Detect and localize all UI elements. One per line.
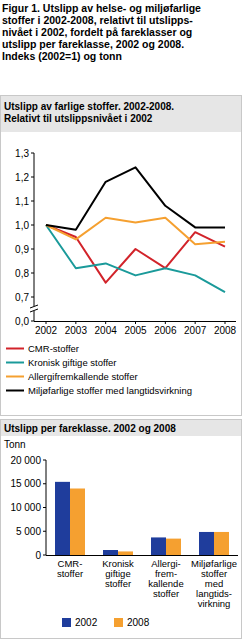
legend-label: CMR-stoffer (28, 343, 79, 354)
y-tick-label: 5 000 (16, 526, 41, 537)
bar (151, 537, 166, 555)
panel-header (1, 420, 241, 436)
x-axis (46, 555, 238, 556)
chart-title: Utslipp av farlige stoffer. 2002-2008.Re… (4, 101, 174, 124)
x-tick-label: Miljøfarligestoffermedlangtids-virkning (191, 558, 237, 609)
bar (70, 489, 85, 556)
figure-title-line: utslipp per fareklasse, 2002 og 2008. (2, 38, 184, 50)
chart-title: Utslipp per fareklasse. 2002 og 2008 (4, 423, 176, 434)
bar-chart: Utslipp per fareklasse. 2002 og 2008 Tonn… (1, 420, 242, 639)
bar (199, 532, 214, 555)
x-tick-label: Kroniskgiftigestoffer (102, 558, 134, 589)
y-tick-label: 1,0 (15, 220, 29, 231)
background (0, 0, 242, 639)
x-tick (135, 321, 136, 324)
legend-label: Kronisk giftige stoffer (28, 357, 117, 368)
legend-swatch (6, 390, 24, 392)
x-tick (195, 321, 196, 324)
x-tick-label-line: stoffer (105, 578, 131, 589)
figure-title-line: stoffer i 2002-2008, relativt til utslip… (2, 14, 193, 26)
y-tick-label: 0,0 (15, 316, 29, 327)
plot-lines (46, 167, 225, 292)
x-tick (105, 321, 106, 324)
y-tick (43, 555, 46, 556)
x-tick-label-line: stoffer (153, 588, 179, 599)
legend-label: 2002 (75, 617, 98, 628)
chart-title-line: Relativt til utslippsnivået i 2002 (4, 113, 153, 124)
y-tick (31, 249, 34, 250)
legend-label: Miljøfarlige stoffer med langtidsvirknin… (28, 385, 192, 396)
x-tick-label: 2007 (184, 325, 207, 336)
legend-label: Allergifremkallende stoffer (28, 371, 138, 382)
figure-title-line: Indeks (2002=1) og tonn (2, 50, 122, 62)
x-tick-label: Allergi-frem-kallendestoffer (148, 558, 183, 599)
legend-swatch (6, 348, 24, 350)
axis-break (30, 305, 38, 308)
x-tick (75, 321, 76, 324)
legend-swatch (114, 618, 123, 627)
y-tick-label: 20 000 (10, 455, 41, 466)
bar (55, 482, 70, 555)
series-line (46, 225, 225, 292)
line-chart: Utslipp av farlige stoffer. 2002-2008.Re… (1, 96, 242, 416)
y-tick (31, 321, 34, 322)
x-tick-label: CMR-stoffer (57, 558, 83, 579)
figure-title-line: nivået i 2002, fordelt på fareklasser og (2, 26, 192, 38)
axis-break (30, 309, 38, 312)
y-tick-label: 0,8 (15, 268, 29, 279)
x-tick (165, 321, 166, 324)
x-tick (46, 321, 47, 324)
series-line (46, 218, 225, 244)
figure-title: Figur 1. Utslipp av helse- og miljøfarli… (2, 2, 201, 62)
y-tick (43, 483, 46, 484)
x-tick-label: 2006 (154, 325, 177, 336)
y-tick (43, 460, 46, 461)
panel (1, 96, 242, 416)
y-tick (31, 273, 34, 274)
y-tick (31, 153, 34, 154)
x-tick-label: 2002 (35, 325, 58, 336)
bar (118, 551, 133, 555)
y-tick-label: 15 000 (10, 478, 41, 489)
y-tick-label: 0,7 (15, 292, 29, 303)
y-tick (31, 177, 34, 178)
series-line (46, 225, 225, 283)
legend-label: 2008 (127, 617, 150, 628)
panel-header (1, 96, 241, 132)
y-axis-label: Tonn (4, 439, 26, 450)
y-axis (34, 153, 35, 321)
legend-swatch (6, 362, 24, 364)
y-tick (31, 225, 34, 226)
y-tick (31, 201, 34, 202)
legend-swatch (6, 376, 24, 378)
y-tick-label: 1,2 (15, 172, 29, 183)
x-tick-label-line: virkning (198, 598, 231, 609)
y-tick-label: 1,1 (15, 196, 29, 207)
x-tick (225, 321, 226, 324)
y-tick (43, 507, 46, 508)
x-tick-label: 2003 (65, 325, 88, 336)
x-tick-label: 2004 (95, 325, 118, 336)
series-line (46, 167, 225, 229)
bar (166, 539, 181, 555)
chart-title-line: Utslipp per fareklasse. 2002 og 2008 (4, 423, 176, 434)
x-tick-label: 2008 (214, 325, 237, 336)
panel (1, 420, 242, 639)
y-tick-label: 0 (35, 550, 41, 561)
y-tick-label: 1,3 (15, 148, 29, 159)
bar (214, 532, 229, 555)
y-tick-label: 0,9 (15, 244, 29, 255)
y-tick (43, 531, 46, 532)
legend-swatch (62, 618, 71, 627)
y-tick-label: 10 000 (10, 502, 41, 513)
axis-break-gap (30, 306, 38, 311)
x-tick-label-line: stoffer (57, 568, 83, 579)
chart-title-line: Utslipp av farlige stoffer. 2002-2008. (4, 101, 174, 112)
figure: Figur 1. Utslipp av helse- og miljøfarli… (0, 0, 242, 639)
plot-bars (55, 482, 229, 555)
bar (103, 550, 118, 555)
x-tick-label: 2005 (124, 325, 147, 336)
y-tick (31, 297, 34, 298)
figure-title-line: Figur 1. Utslipp av helse- og miljøfarli… (2, 2, 201, 14)
